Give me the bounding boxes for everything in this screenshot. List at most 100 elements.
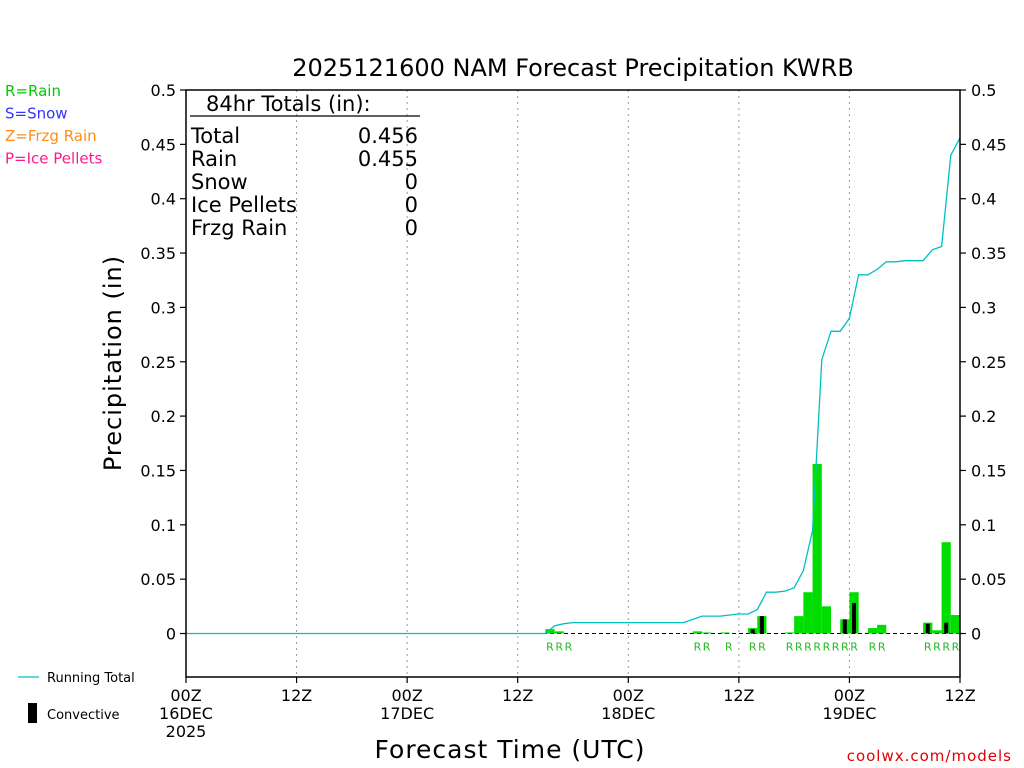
rain-bar-18 [941, 542, 951, 634]
y-axis-title: Precipitation (in) [99, 255, 127, 471]
x-tick-label-0-1: 16DEC [159, 704, 213, 723]
totals-label-0: Total [190, 124, 240, 148]
x-tick-label-6-0: 00Z [834, 686, 865, 705]
ptype-code-8: R [786, 641, 794, 654]
totals-value-4: 0 [405, 216, 418, 240]
rain-bar-2 [692, 631, 702, 634]
y-tick-label-left-1: 0.05 [140, 570, 176, 589]
ptype-legend-item-3: P=Ice Pellets [5, 150, 102, 168]
x-tick-label-3-0: 12Z [502, 686, 533, 705]
totals-label-1: Rain [191, 147, 237, 171]
ptype-code-1: R [555, 641, 563, 654]
x-tick-label-5-0: 12Z [723, 686, 754, 705]
y-tick-label-right-4: 0.2 [971, 407, 996, 426]
rain-bar-1 [554, 631, 564, 634]
y-tick-label-left-2: 0.1 [151, 516, 176, 535]
ptype-code-21: R [952, 641, 960, 654]
rain-bar-15 [877, 624, 887, 634]
ptype-code-17: R [878, 641, 886, 654]
convective-bar-0 [750, 629, 755, 634]
ptype-code-9: R [795, 641, 803, 654]
ptype-code-6: R [749, 641, 757, 654]
totals-heading: 84hr Totals (in): [206, 92, 371, 116]
y-tick-label-left-5: 0.25 [140, 353, 176, 372]
y-axis-right: 0 0.05 0.1 0.15 0.2 0.25 0.3 0.35 0.4 0.45 0.5 [960, 81, 1007, 644]
y-tick-label-left-8: 0.4 [151, 190, 176, 209]
running-total-legend-label: Running Total [47, 671, 135, 686]
ptype-legend: R=Rain S=Snow Z=Frzg Rain P=Ice Pellets [5, 82, 102, 168]
x-tick-label-6-1: 19DEC [822, 704, 876, 723]
rain-bar-0 [545, 629, 555, 634]
convective-bar-3 [852, 603, 857, 634]
totals-box: 84hr Totals (in): Total 0.456 Rain 0.455 Sno… [190, 92, 420, 240]
x-tick-label-7-0: 12Z [944, 686, 975, 705]
convective-bars [750, 603, 949, 634]
y-tick-label-left-0: 0 [166, 625, 176, 644]
totals-value-3: 0 [405, 193, 418, 217]
rain-bar-4 [720, 632, 730, 634]
totals-value-2: 0 [405, 170, 418, 194]
ptype-legend-item-1: S=Snow [5, 105, 68, 123]
ptype-code-10: R [804, 641, 812, 654]
y-tick-label-right-0: 0 [971, 625, 981, 644]
convective-bar-4 [925, 623, 930, 634]
x-tick-label-2-0: 00Z [391, 686, 422, 705]
y-tick-label-left-3: 0.15 [140, 461, 176, 480]
ptype-legend-item-2: Z=Frzg Rain [5, 127, 97, 145]
y-tick-label-right-3: 0.15 [971, 461, 1007, 480]
ptype-code-14: R [841, 641, 849, 654]
grid-lines [296, 90, 850, 677]
x-tick-label-0-0: 00Z [170, 686, 201, 705]
y-tick-label-right-10: 0.5 [971, 81, 996, 100]
convective-legend-label: Convective [47, 708, 120, 723]
series-legend: Running Total Convective [18, 671, 135, 723]
rain-bar-17 [932, 630, 942, 634]
totals-label-3: Ice Pellets [191, 193, 297, 217]
rain-bar-14 [867, 628, 878, 634]
y-tick-label-left-10: 0.5 [151, 81, 176, 100]
ptype-code-18: R [924, 641, 932, 654]
credit-text: coolwx.com/models [847, 747, 1012, 765]
ptype-code-5: R [725, 641, 733, 654]
totals-value-1: 0.455 [358, 147, 418, 171]
ptype-code-2: R [565, 641, 573, 654]
y-tick-label-right-7: 0.35 [971, 244, 1007, 263]
y-axis-left: 0 0.05 0.1 0.15 0.2 0.25 0.3 0.35 0.4 0.45 0.5 [140, 81, 186, 644]
convective-bar-1 [759, 616, 764, 634]
rain-bar-3 [702, 632, 712, 634]
ptype-code-15: R [850, 641, 858, 654]
ptype-code-3: R [694, 641, 702, 654]
totals-value-0: 0.456 [358, 124, 418, 148]
rain-bar-7 [784, 632, 795, 634]
y-tick-label-right-5: 0.25 [971, 353, 1007, 372]
x-axis-title: Forecast Time (UTC) [375, 735, 646, 764]
y-tick-label-right-6: 0.3 [971, 298, 996, 317]
y-tick-label-right-1: 0.05 [971, 570, 1007, 589]
convective-bar-2 [842, 619, 847, 634]
rain-bar-11 [821, 606, 831, 634]
rain-bars [545, 463, 960, 634]
y-tick-label-right-2: 0.1 [971, 516, 996, 535]
y-tick-label-right-9: 0.45 [971, 135, 1007, 154]
rain-bar-9 [803, 592, 813, 634]
rain-bar-10 [812, 463, 822, 634]
ptype-code-13: R [832, 641, 840, 654]
chart-title: 2025121600 NAM Forecast Precipitation KW… [292, 54, 854, 82]
x-tick-label-4-0: 00Z [613, 686, 644, 705]
rain-bar-8 [794, 616, 804, 634]
rain-bar-19 [950, 615, 960, 634]
ptype-code-20: R [942, 641, 950, 654]
plot-frame [185, 89, 961, 678]
ptype-code-11: R [813, 641, 821, 654]
ptype-code-0: R [546, 641, 554, 654]
ptype-code-4: R [703, 641, 711, 654]
ptype-code-12: R [823, 641, 831, 654]
ptype-code-19: R [933, 641, 941, 654]
y-tick-label-left-6: 0.3 [151, 298, 176, 317]
ptype-code-16: R [869, 641, 877, 654]
y-tick-label-left-7: 0.35 [140, 244, 176, 263]
ptype-legend-item-0: R=Rain [5, 82, 61, 100]
